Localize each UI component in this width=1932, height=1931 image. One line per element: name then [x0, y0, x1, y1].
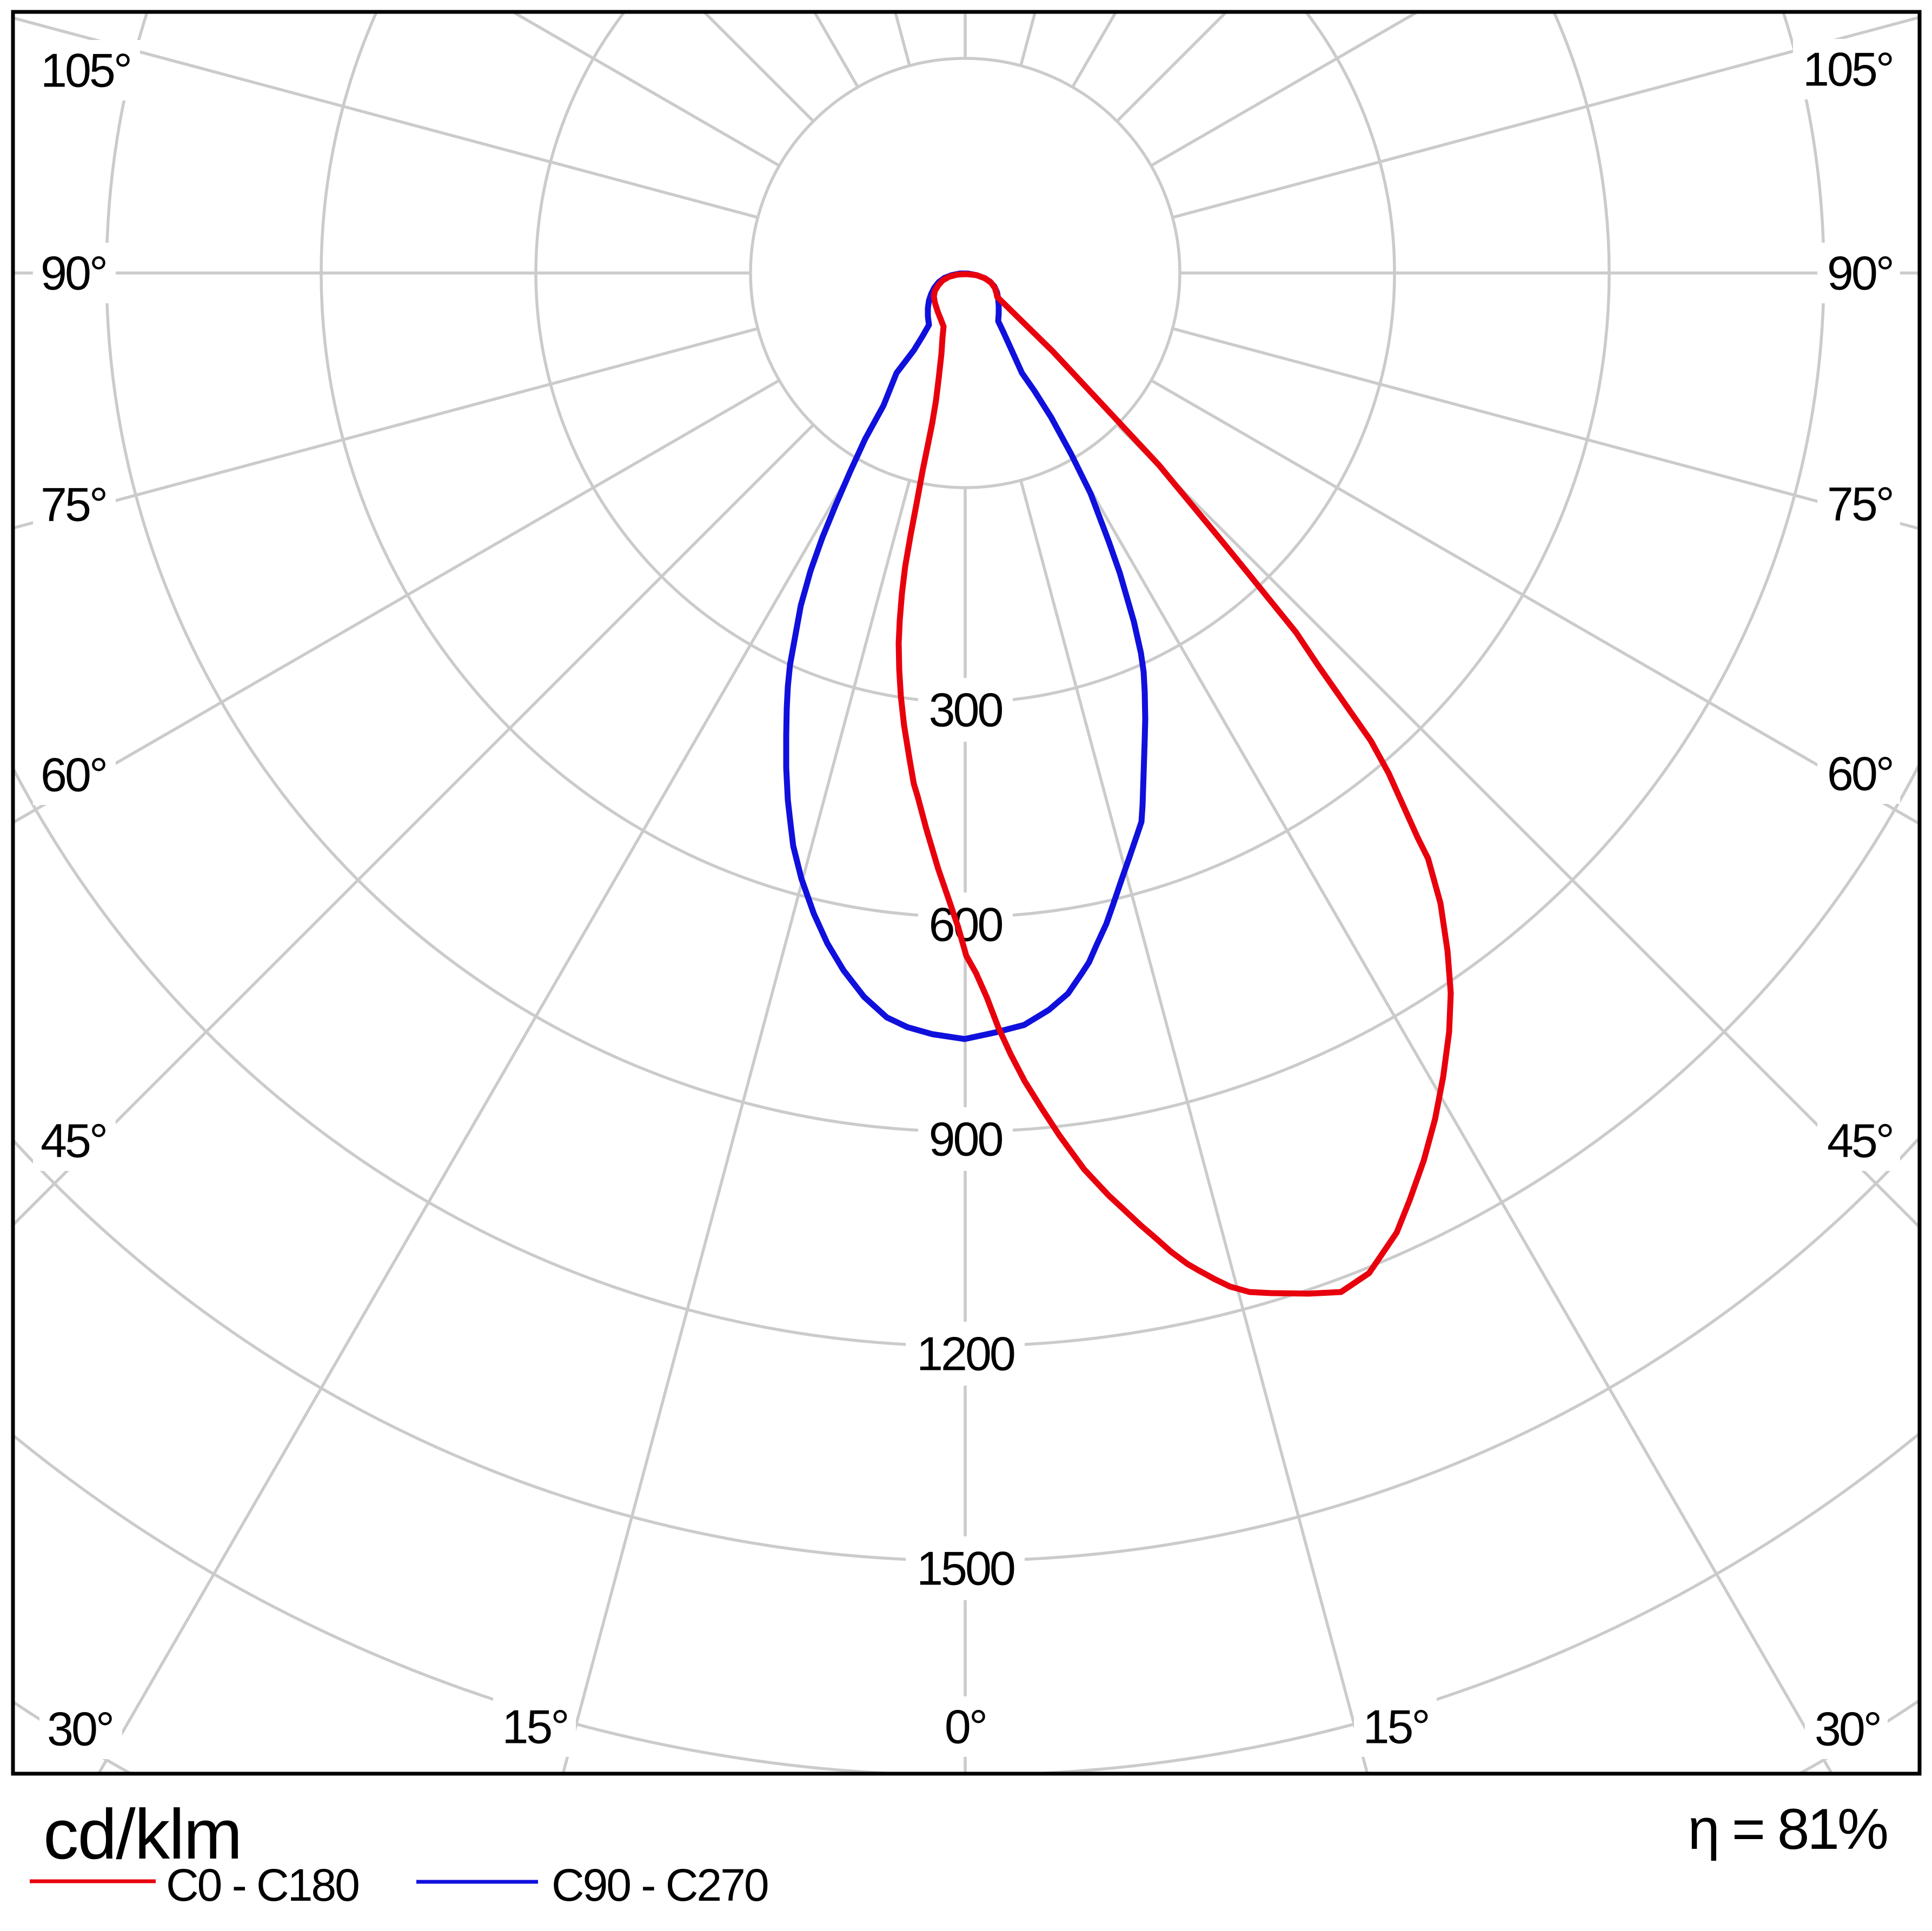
svg-text:600: 600: [929, 898, 1002, 951]
svg-text:30°: 30°: [47, 1702, 112, 1756]
svg-text:30°: 30°: [1815, 1702, 1880, 1756]
svg-text:75°: 75°: [1827, 477, 1893, 531]
svg-text:η = 81%: η = 81%: [1688, 1796, 1887, 1861]
svg-text:1200: 1200: [917, 1327, 1014, 1381]
svg-text:60°: 60°: [41, 748, 106, 802]
svg-text:C0 - C180: C0 - C180: [166, 1860, 358, 1910]
svg-text:90°: 90°: [41, 247, 106, 300]
svg-text:45°: 45°: [1827, 1114, 1893, 1168]
svg-text:45°: 45°: [41, 1114, 106, 1168]
svg-text:75°: 75°: [41, 478, 106, 531]
svg-text:105°: 105°: [41, 44, 130, 97]
svg-text:90°: 90°: [1827, 247, 1893, 300]
svg-text:60°: 60°: [1827, 747, 1893, 801]
svg-text:105°: 105°: [1803, 43, 1893, 96]
svg-text:900: 900: [929, 1113, 1002, 1166]
svg-text:300: 300: [929, 683, 1002, 737]
svg-text:C90 - C270: C90 - C270: [552, 1860, 768, 1910]
svg-text:1500: 1500: [917, 1542, 1014, 1595]
svg-text:15°: 15°: [502, 1700, 567, 1754]
svg-text:15°: 15°: [1363, 1700, 1428, 1754]
svg-text:cd/klm: cd/klm: [43, 1794, 241, 1874]
svg-text:0°: 0°: [945, 1700, 986, 1754]
